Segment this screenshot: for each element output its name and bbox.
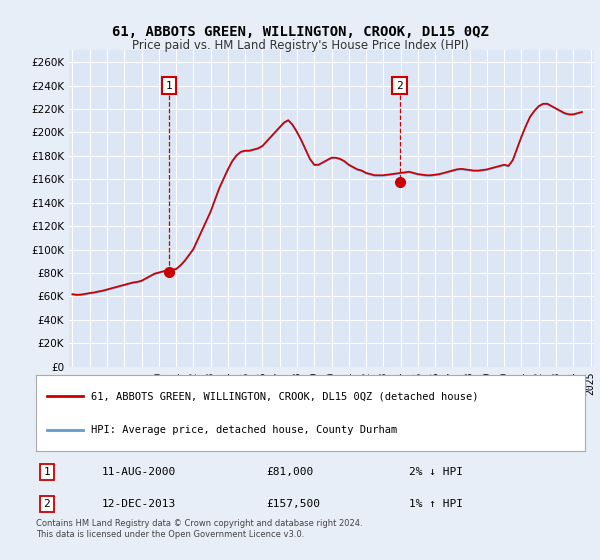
- Text: 61, ABBOTS GREEN, WILLINGTON, CROOK, DL15 0QZ: 61, ABBOTS GREEN, WILLINGTON, CROOK, DL1…: [112, 25, 488, 39]
- Text: 12-DEC-2013: 12-DEC-2013: [102, 499, 176, 509]
- Text: 2: 2: [397, 81, 403, 91]
- Text: 1: 1: [44, 467, 50, 477]
- Text: 61, ABBOTS GREEN, WILLINGTON, CROOK, DL15 0QZ (detached house): 61, ABBOTS GREEN, WILLINGTON, CROOK, DL1…: [91, 391, 478, 402]
- Text: £157,500: £157,500: [266, 499, 320, 509]
- Text: 1% ↑ HPI: 1% ↑ HPI: [409, 499, 463, 509]
- Text: £81,000: £81,000: [266, 467, 314, 477]
- Text: HPI: Average price, detached house, County Durham: HPI: Average price, detached house, Coun…: [91, 424, 397, 435]
- Text: 2: 2: [44, 499, 50, 509]
- Text: Price paid vs. HM Land Registry's House Price Index (HPI): Price paid vs. HM Land Registry's House …: [131, 39, 469, 52]
- Text: 1: 1: [166, 81, 173, 91]
- Text: Contains HM Land Registry data © Crown copyright and database right 2024.
This d: Contains HM Land Registry data © Crown c…: [36, 520, 362, 539]
- Text: 11-AUG-2000: 11-AUG-2000: [102, 467, 176, 477]
- Text: 2% ↓ HPI: 2% ↓ HPI: [409, 467, 463, 477]
